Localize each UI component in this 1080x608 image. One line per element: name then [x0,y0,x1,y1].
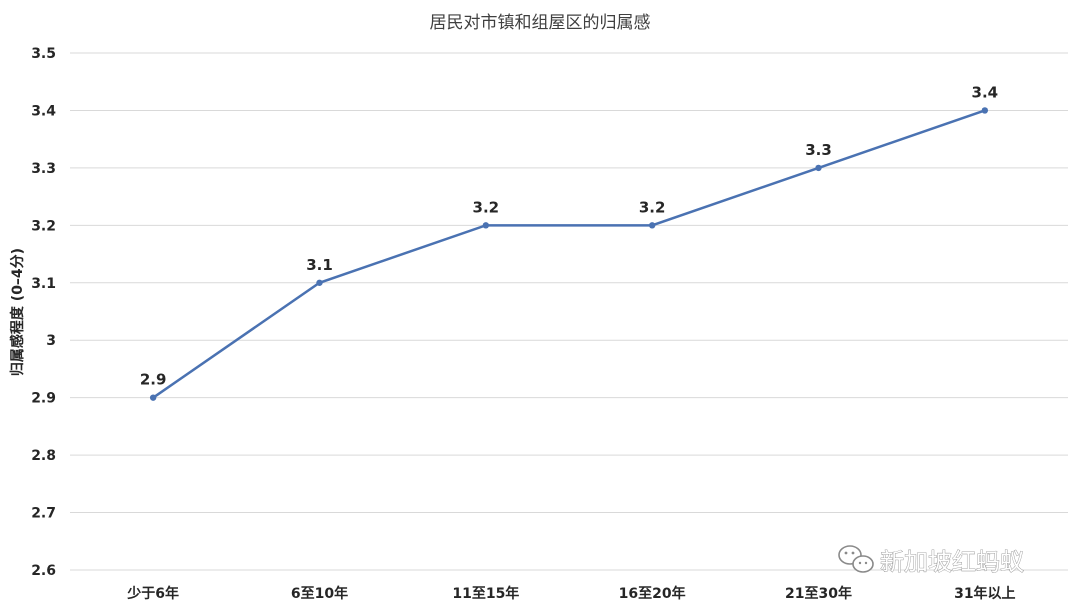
data-point [482,222,490,229]
wechat-icon [838,545,874,573]
y-tick-label: 3.5 [31,46,56,62]
y-tick-label: 3.1 [31,276,56,292]
y-tick-label: 3.4 [31,103,56,119]
y-axis-label: 归属感程度 (0–4分) [9,248,26,376]
x-tick-label: 16至20年 [619,585,686,602]
x-tick-label: 21至30年 [785,585,852,602]
data-label: 2.9 [140,371,167,389]
y-tick-label: 3.3 [31,161,56,177]
data-label: 3.4 [972,83,999,101]
chart-title: 居民对市镇和组屋区的归属感 [430,13,651,33]
y-tick-label: 3 [46,333,56,349]
y-tick-label: 2.8 [31,448,56,464]
data-point [981,107,989,114]
y-tick-label: 2.9 [31,391,56,407]
data-point [149,394,157,401]
y-tick-label: 3.2 [31,218,56,234]
data-point [648,222,656,229]
data-point [316,279,323,286]
data-labels: 2.9 3.1 3.2 3.2 3.3 3.4 [140,83,998,388]
x-tick-label: 少于6年 [126,585,179,602]
series-layer [149,107,989,401]
watermark-text: 新加坡红蚂蚁 [880,548,1024,576]
data-label: 3.2 [639,198,666,216]
y-tick-label: 2.6 [31,563,56,579]
data-label: 3.3 [805,141,832,159]
x-tick-label: 6至10年 [291,585,348,602]
data-point [815,164,822,172]
data-label: 3.1 [306,256,333,274]
series-line [152,109,986,399]
x-tick-labels: 少于6年 6至10年 11至15年 16至20年 21至30年 31年以上 [126,585,1015,602]
grid-layer [70,52,1068,571]
x-tick-label: 31年以上 [954,585,1015,602]
y-tick-label: 2.7 [31,506,56,522]
x-tick-label: 11至15年 [452,585,519,602]
y-tick-labels: 2.6 2.7 2.8 2.9 3 3.1 3.2 3.3 3.4 3.5 [31,46,56,579]
watermark: 新加坡红蚂蚁 [838,545,1024,576]
data-label: 3.2 [473,198,500,216]
